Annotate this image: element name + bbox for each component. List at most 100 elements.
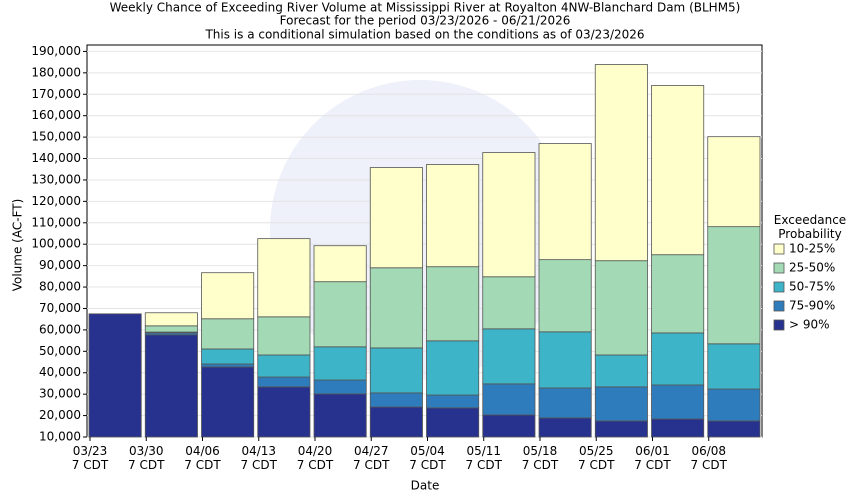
x-tick-label: 04/27 7 CDT [353, 444, 390, 472]
bar-segment [201, 348, 255, 365]
bar-segment [201, 272, 255, 320]
bar-segment [651, 254, 705, 334]
legend-label: 50-75% [789, 280, 835, 294]
bar-segment [482, 276, 536, 330]
bar-segment [313, 346, 367, 381]
x-tick-label: 03/30 7 CDT [128, 444, 165, 472]
y-tick-label: 60,000 [39, 322, 81, 336]
bar-segment [651, 384, 705, 420]
x-tick-label: 04/13 7 CDT [241, 444, 278, 472]
y-tick-label: 100,000 [31, 237, 81, 251]
bar-segment [257, 354, 311, 378]
bar-segment [144, 325, 198, 333]
bar-segment [313, 393, 367, 438]
bar-segment [707, 226, 761, 345]
y-tick-label: 170,000 [31, 87, 81, 101]
y-tick-label: 20,000 [39, 408, 81, 422]
bar-segment [426, 164, 480, 268]
bar-segment [538, 387, 592, 419]
y-tick-label: 90,000 [39, 258, 81, 272]
legend-title: Exceedance Probability [774, 213, 846, 241]
y-tick-label: 140,000 [31, 151, 81, 165]
y-tick-label: 180,000 [31, 65, 81, 79]
legend-label: 75-90% [789, 299, 835, 313]
bar-segment [651, 332, 705, 386]
legend-swatch [773, 262, 785, 274]
bar-segment [369, 392, 423, 408]
legend-label: 25-50% [789, 261, 835, 275]
legend-label: 10-25% [789, 242, 835, 256]
bar-segment [707, 136, 761, 228]
chart-note: This is a conditional simulation based o… [204, 28, 644, 42]
bar-segment [482, 152, 536, 278]
legend-swatch [773, 319, 785, 331]
x-tick-label: 05/04 7 CDT [409, 444, 446, 472]
bar-segment [707, 420, 761, 438]
bar-segment [426, 266, 480, 342]
bar-segment [594, 420, 648, 438]
bar-segment [144, 312, 198, 327]
bar-segment [88, 313, 142, 438]
bar-segment [482, 414, 536, 438]
x-tick-label: 03/23 7 CDT [72, 444, 109, 472]
bar-segment [594, 64, 648, 262]
bar-segment [257, 238, 311, 318]
y-tick-label: 50,000 [39, 344, 81, 358]
bar-segment [369, 347, 423, 394]
y-tick-label: 30,000 [39, 387, 81, 401]
chart-title: Weekly Chance of Exceeding River Volume … [110, 1, 741, 15]
y-tick-label: 150,000 [31, 130, 81, 144]
bar-segment [707, 388, 761, 422]
y-tick-label: 130,000 [31, 172, 81, 186]
bar-segment [538, 143, 592, 261]
bar-segment [313, 281, 367, 348]
x-axis-label: Date [411, 479, 440, 493]
y-tick-label: 120,000 [31, 194, 81, 208]
x-tick-label: 04/20 7 CDT [297, 444, 334, 472]
bar-segment [482, 383, 536, 416]
bar-segment [201, 318, 255, 350]
bar-segment [369, 406, 423, 438]
bar-segment [651, 418, 705, 438]
bar-segment [538, 259, 592, 333]
bar-segment [144, 334, 198, 438]
bar-segment [482, 328, 536, 385]
x-tick-label: 05/11 7 CDT [466, 444, 503, 472]
x-tick-label: 06/08 7 CDT [691, 444, 728, 472]
bar-segment [538, 417, 592, 438]
x-tick-label: 06/01 7 CDT [634, 444, 671, 472]
legend-label: > 90% [789, 318, 830, 332]
y-tick-label: 190,000 [31, 44, 81, 58]
bar-segment [426, 394, 480, 409]
bar-segment [538, 331, 592, 389]
y-axis-label: Volume (AC-FT) [11, 199, 25, 292]
bar-segment [369, 167, 423, 269]
bar-segment [426, 407, 480, 438]
bar-segment [707, 343, 761, 390]
y-tick-label: 80,000 [39, 280, 81, 294]
bar-segment [313, 245, 367, 283]
y-tick-label: 160,000 [31, 108, 81, 122]
y-tick-label: 70,000 [39, 301, 81, 315]
bar-segment [257, 386, 311, 438]
bar-segment [594, 386, 648, 422]
bar-segment [201, 366, 255, 438]
x-tick-label: 04/06 7 CDT [184, 444, 221, 472]
chart-subtitle: Forecast for the period 03/23/2026 - 06/… [280, 14, 571, 28]
legend-swatch [773, 281, 785, 293]
x-tick-label: 05/25 7 CDT [578, 444, 615, 472]
y-tick-label: 110,000 [31, 215, 81, 229]
bar-segment [313, 379, 367, 395]
x-tick-label: 05/18 7 CDT [522, 444, 559, 472]
bar-segment [594, 354, 648, 388]
bar-segment [257, 316, 311, 356]
bar-segment [426, 340, 480, 396]
legend-swatch [773, 243, 785, 255]
bar-segment [257, 376, 311, 388]
y-tick-label: 40,000 [39, 365, 81, 379]
bar-segment [651, 85, 705, 256]
bar-segment [369, 267, 423, 349]
bar-segment [594, 260, 648, 356]
legend-swatch [773, 300, 785, 312]
